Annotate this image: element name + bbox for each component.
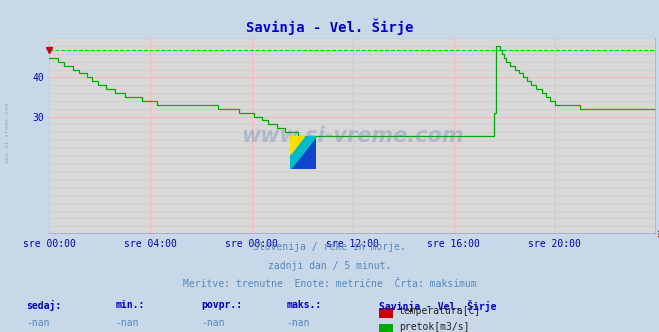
Text: -nan: -nan bbox=[201, 318, 225, 328]
Polygon shape bbox=[290, 136, 316, 169]
Text: Savinja - Vel. Širje: Savinja - Vel. Širje bbox=[379, 300, 496, 312]
Text: www.si-vreme.com: www.si-vreme.com bbox=[241, 126, 464, 146]
Text: Slovenija / reke in morje.: Slovenija / reke in morje. bbox=[253, 242, 406, 252]
Text: sedaj:: sedaj: bbox=[26, 300, 61, 311]
Text: povpr.:: povpr.: bbox=[201, 300, 242, 310]
Text: Meritve: trenutne  Enote: metrične  Črta: maksimum: Meritve: trenutne Enote: metrične Črta: … bbox=[183, 279, 476, 289]
Text: zadnji dan / 5 minut.: zadnji dan / 5 minut. bbox=[268, 261, 391, 271]
Polygon shape bbox=[290, 136, 304, 154]
Text: -nan: -nan bbox=[115, 318, 139, 328]
Text: -nan: -nan bbox=[287, 318, 310, 328]
Text: min.:: min.: bbox=[115, 300, 145, 310]
Text: pretok[m3/s]: pretok[m3/s] bbox=[399, 322, 469, 332]
Text: temperatura[C]: temperatura[C] bbox=[399, 306, 481, 316]
Text: -nan: -nan bbox=[26, 318, 50, 328]
Text: maks.:: maks.: bbox=[287, 300, 322, 310]
Text: www.si-vreme.com: www.si-vreme.com bbox=[5, 103, 11, 163]
Text: Savinja - Vel. Širje: Savinja - Vel. Širje bbox=[246, 18, 413, 35]
Polygon shape bbox=[290, 136, 316, 169]
